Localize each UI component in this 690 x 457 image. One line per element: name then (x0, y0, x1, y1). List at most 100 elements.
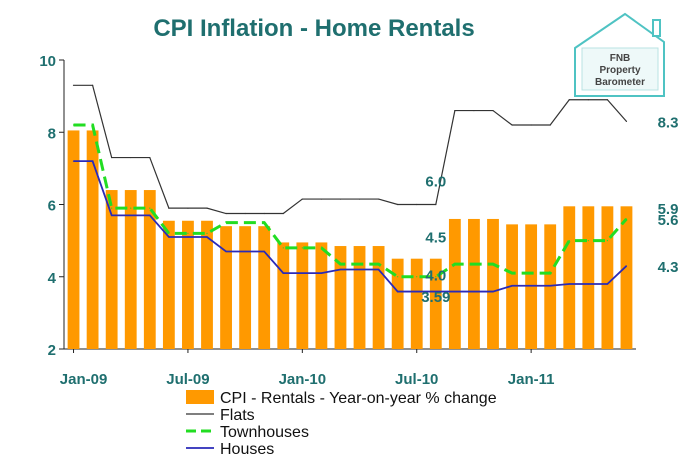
line-point (454, 263, 456, 265)
y-tick-label: 2 (48, 342, 56, 359)
annotation-label: 3.59 (421, 289, 450, 306)
line-point (358, 263, 361, 265)
x-tick-label: Jan-09 (60, 371, 108, 388)
bar (105, 190, 118, 349)
line-point (454, 109, 456, 112)
line-point (187, 207, 189, 209)
end-value-label: 5.9 (658, 201, 679, 218)
bar (201, 220, 213, 349)
x-tick-label: Jul-10 (395, 371, 438, 388)
line-point (92, 84, 94, 86)
bar (525, 224, 538, 349)
line-point (72, 84, 75, 86)
chart-title: CPI Inflation - Home Rentals (153, 15, 474, 42)
line-point (282, 247, 284, 249)
line-point (492, 109, 494, 112)
legend-label: Houses (220, 441, 274, 457)
legend-label: Townhouses (220, 424, 309, 441)
line-point (473, 109, 475, 112)
series-line-houses (73, 160, 628, 293)
line-point (435, 203, 437, 206)
line-point (416, 203, 418, 206)
line-point (301, 198, 303, 200)
line-point (587, 240, 589, 242)
bar (563, 206, 576, 349)
line-point (301, 272, 303, 274)
line-point (339, 263, 342, 265)
series-line-flats (73, 84, 627, 215)
series-line-townhouses (73, 123, 628, 279)
line-point (454, 290, 456, 293)
legend: CPI - Rentals - Year-on-year % changeFla… (186, 390, 497, 457)
line-point (244, 221, 246, 224)
bar (86, 130, 99, 349)
line-point (282, 212, 284, 215)
line-point (111, 207, 113, 209)
line-point (568, 240, 570, 242)
line-point (339, 198, 342, 200)
line-point (625, 265, 628, 267)
y-tick-label: 4 (48, 270, 57, 287)
bar (277, 242, 290, 349)
line-point (72, 124, 75, 126)
bar (182, 220, 194, 349)
bar (239, 226, 252, 349)
legend-label: CPI - Rentals - Year-on-year % change (220, 390, 497, 407)
line-point (511, 124, 513, 126)
line-point (263, 212, 265, 215)
chimney-icon (652, 19, 661, 37)
line-point (225, 250, 227, 253)
line-point (149, 214, 151, 216)
bar (296, 242, 309, 349)
bar (353, 246, 366, 349)
line-point (473, 263, 475, 265)
line-point (92, 160, 94, 162)
line-point (320, 198, 322, 200)
logo-panel (581, 47, 659, 91)
line-point (168, 236, 170, 238)
line-point (378, 263, 380, 265)
line-point (130, 207, 132, 209)
bar (448, 218, 461, 349)
end-value-label: 4.3 (658, 259, 679, 276)
bar (67, 130, 80, 349)
line-point (72, 160, 75, 162)
line-point (511, 272, 513, 274)
end-value-label: 5.6 (658, 212, 679, 229)
line-point (187, 232, 189, 234)
bar (162, 220, 175, 349)
line-point (282, 272, 284, 274)
bar (544, 224, 557, 349)
legend-label: Flats (220, 407, 255, 424)
line-point (549, 272, 551, 274)
bar (410, 258, 423, 349)
bar (258, 226, 271, 349)
line-point (244, 250, 246, 253)
line-point (130, 214, 132, 216)
bar (220, 226, 232, 349)
line-point (568, 283, 570, 285)
line-point (168, 207, 170, 209)
line-point (206, 207, 208, 209)
bar (487, 218, 499, 349)
line-point (378, 198, 380, 200)
line-point (511, 285, 513, 287)
line-point (435, 290, 437, 293)
line-point (416, 290, 418, 293)
line-point (530, 285, 532, 287)
line-point (358, 198, 361, 200)
line-point (225, 212, 227, 215)
line-point (149, 207, 151, 209)
line-point (625, 120, 628, 123)
line-point (530, 272, 532, 274)
y-tick-label: 10 (39, 53, 56, 70)
line-point (244, 212, 246, 215)
y-tick-label: 8 (48, 125, 56, 142)
line-point (263, 221, 265, 224)
bar (468, 218, 480, 349)
logo: FNB Property Barometer (574, 12, 665, 97)
line-point (568, 99, 570, 101)
logo-line-1: FNB (610, 53, 631, 64)
bar (334, 246, 347, 349)
line-point (416, 276, 418, 278)
